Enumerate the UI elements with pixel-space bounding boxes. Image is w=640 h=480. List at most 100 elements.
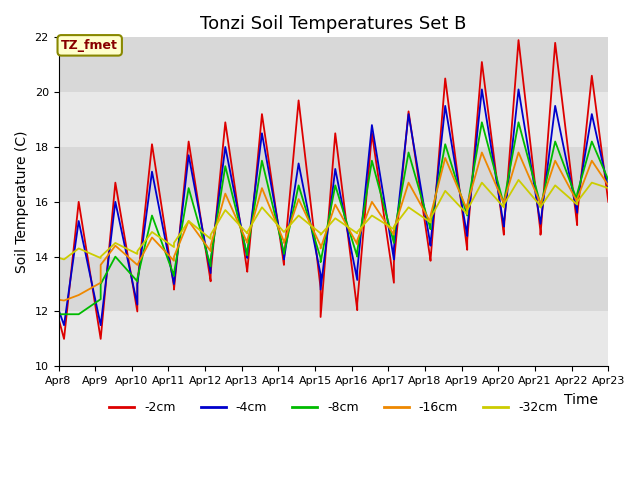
-4cm [221,144,229,150]
-32cm [280,229,288,235]
-2cm [134,309,141,314]
-4cm [573,199,581,204]
-2cm [170,287,178,292]
-4cm [134,281,141,287]
-16cm [573,196,581,202]
-8cm [221,163,229,169]
-2cm [54,315,62,321]
-2cm [427,256,435,262]
Legend: -2cm, -4cm, -8cm, -16cm, -32cm: -2cm, -4cm, -8cm, -16cm, -32cm [104,396,563,420]
-4cm [500,221,508,227]
-2cm [243,269,251,275]
-16cm [60,298,68,303]
-16cm [588,158,596,164]
-8cm [515,120,522,125]
-2cm [604,199,612,204]
-32cm [170,240,178,246]
-16cm [258,185,266,191]
-32cm [500,202,508,207]
-32cm [97,255,104,261]
-4cm [500,224,508,229]
-8cm [537,202,545,207]
-4cm [258,131,266,136]
-32cm [185,218,193,224]
-2cm [243,267,251,273]
-16cm [243,240,251,246]
-16cm [170,258,178,264]
-2cm [573,222,581,228]
Line: -32cm: -32cm [58,180,608,259]
-8cm [588,139,596,144]
-16cm [500,199,508,204]
-8cm [353,254,361,260]
-2cm [353,307,361,313]
-4cm [390,256,397,262]
-4cm [170,281,178,287]
-16cm [317,246,324,252]
-32cm [243,230,251,236]
-16cm [134,262,141,268]
-2cm [442,75,449,81]
-32cm [148,229,156,235]
-8cm [537,204,545,210]
-8cm [500,199,508,204]
-32cm [537,203,545,209]
-32cm [258,204,266,210]
-2cm [111,180,119,185]
-16cm [221,191,229,196]
-4cm [317,272,324,277]
-2cm [478,59,486,65]
-4cm [404,111,412,117]
-32cm [111,240,119,246]
-8cm [170,273,178,279]
-4cm [317,287,324,292]
-4cm [368,122,376,128]
-2cm [515,37,522,43]
-4cm [478,86,486,92]
-16cm [463,202,471,207]
-4cm [97,322,104,328]
-4cm [97,322,104,328]
-16cm [500,200,508,206]
-8cm [185,185,193,191]
-32cm [500,204,508,210]
-4cm [148,169,156,175]
-2cm [258,111,266,117]
-16cm [573,199,581,204]
-4cm [427,240,435,246]
-8cm [258,158,266,164]
-32cm [515,177,522,183]
-16cm [551,158,559,164]
-16cm [515,150,522,156]
-8cm [368,158,376,164]
-16cm [463,207,471,213]
-4cm [54,307,62,312]
-8cm [463,204,471,210]
-4cm [390,246,397,252]
-2cm [537,229,545,235]
-4cm [60,322,68,328]
-16cm [170,254,178,260]
-4cm [243,251,251,257]
-8cm [390,240,397,246]
-2cm [551,40,559,46]
-2cm [500,227,508,232]
-8cm [111,254,119,260]
Bar [58,257,608,312]
-16cm [478,150,486,156]
-2cm [317,285,324,291]
-2cm [207,270,214,276]
-8cm [134,278,141,284]
-16cm [280,240,288,246]
-2cm [221,120,229,125]
-2cm [207,278,214,284]
-4cm [463,227,471,232]
-32cm [442,188,449,194]
-8cm [317,255,324,261]
-4cm [573,210,581,216]
-32cm [427,219,435,225]
-8cm [207,256,214,262]
-8cm [243,252,251,258]
-32cm [390,227,397,232]
-32cm [390,224,397,229]
